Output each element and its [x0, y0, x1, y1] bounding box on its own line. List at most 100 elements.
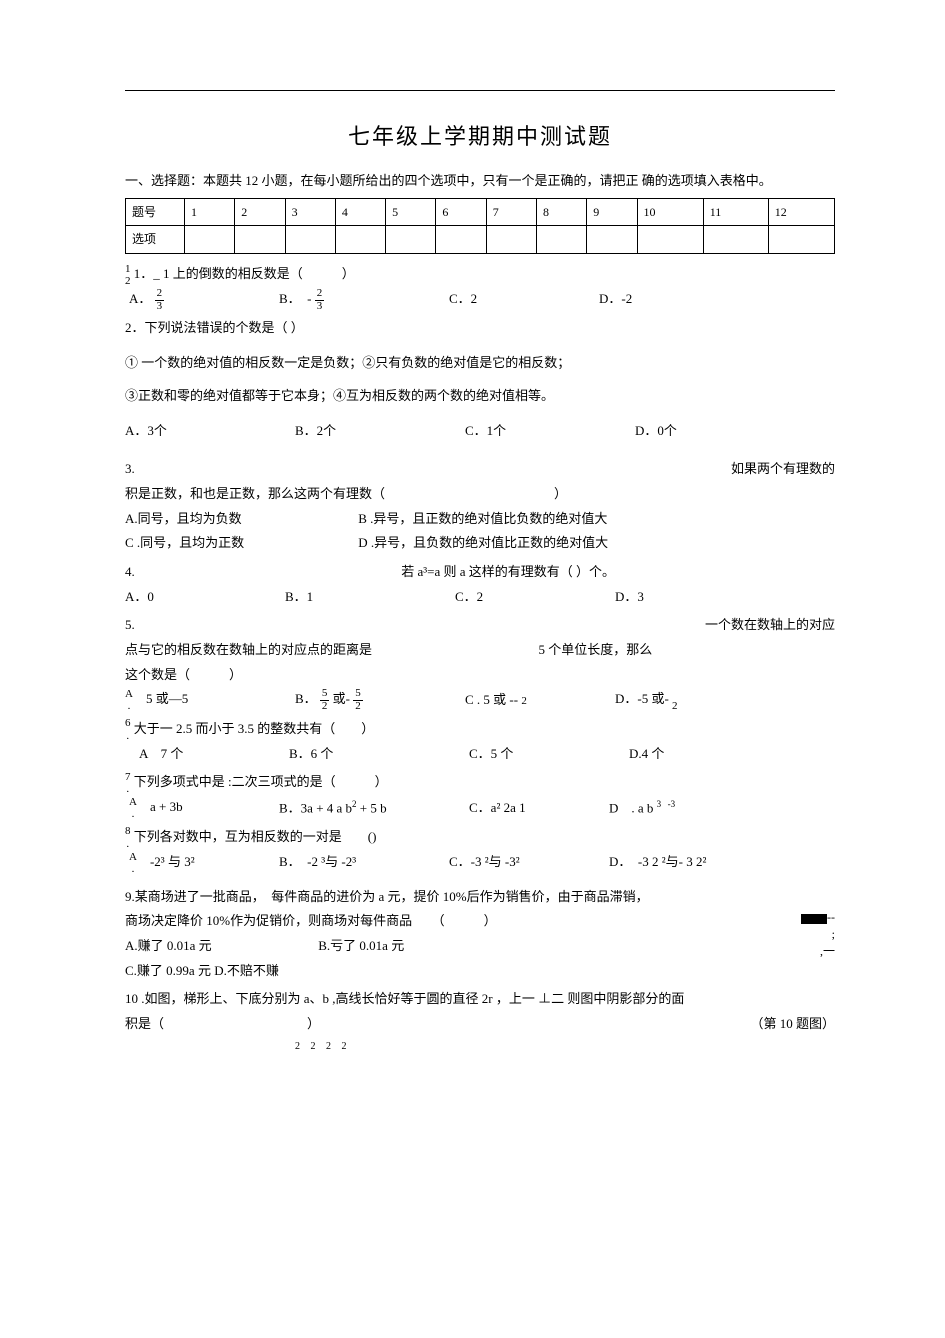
- q5-tail: 一个数在数轴上的对应: [705, 613, 835, 638]
- q9-row1: A.赚了 0.01a 元 B.亏了 0.01a 元: [125, 934, 835, 959]
- q7-d-pre: D . a b: [609, 800, 653, 815]
- grid-num: 11: [703, 198, 768, 226]
- top-rule: [125, 90, 835, 91]
- q6-options: A 7 个 B．6 个 C．5 个 D.4 个: [139, 742, 835, 767]
- q5-lead: 5.: [125, 617, 135, 632]
- q7-b-pre: B．3a + 4 a b: [279, 800, 352, 815]
- q5-opt-c: C . 5 或 -- 2: [465, 688, 615, 713]
- grid-cell: [703, 226, 768, 254]
- q7-text: 下列多项式中是 :二次三项式的是（ ）: [134, 774, 388, 789]
- grid-cell: [185, 226, 235, 254]
- q3-lead: 3.: [125, 461, 135, 476]
- q4: 4. 若 a³=a 则 a 这样的有理数有（ ）个。: [125, 560, 835, 585]
- q2-line1: ① 一个数的绝对值的相反数一定是负数；②只有负数的绝对值是它的相反数；: [125, 351, 835, 376]
- q5-line2: 这个数是（ ）: [125, 663, 835, 688]
- q8-a-text: -2³ 与 3²: [150, 854, 195, 869]
- q5-opt-b: B． 52 或- 52: [295, 687, 465, 712]
- grid-cell: [235, 226, 285, 254]
- q2-opt-c: C．1个: [465, 419, 635, 444]
- q10-row: 积是（ ） （第 10 题图）: [125, 1012, 835, 1037]
- grid-cell: [536, 226, 586, 254]
- frac-d: 3: [155, 301, 165, 313]
- q3: 3. 如果两个有理数的 积是正数，和也是正数，那么这两个有理数（ ）: [125, 457, 835, 506]
- q5-d-text: D．-5 或-: [615, 691, 669, 706]
- q5-b-pre: B．: [295, 691, 317, 706]
- q8: 8. 下列各对数中，互为相反数的一对是 (): [125, 825, 835, 850]
- q7-b-post: + 5 b: [357, 800, 387, 815]
- q7-lead: 7.: [125, 771, 131, 795]
- q1-options: A． 23 B． - 23 C．2 D．-2: [129, 287, 835, 312]
- q8-opt-d: D． -3 2 ²与- 3 2²: [609, 850, 706, 875]
- q9-line2: 商场决定降价 10%作为促销价，则商场对每件商品 （ ）: [125, 909, 835, 934]
- q5-c-text: C . 5 或 --: [465, 692, 518, 707]
- q4-opt-b: B．1: [285, 585, 455, 610]
- q7-opt-a: A. a + 3b: [129, 795, 279, 820]
- q7-a-text: a + 3b: [150, 799, 183, 814]
- q4-options: A．0 B．1 C．2 D．3: [125, 585, 835, 610]
- q3-row2: C .同号，且均为正数 D .异号，且负数的绝对值比正数的绝对值大: [125, 531, 835, 556]
- grid-num: 8: [536, 198, 586, 226]
- sup: -3: [668, 799, 676, 809]
- stack-bot: 2: [125, 275, 131, 287]
- q10-tiny: 2 2 2 2: [295, 1037, 835, 1056]
- q2-text: 2．下列说法错误的个数是（ ）: [125, 316, 835, 341]
- q1-opt-a: A． 23: [129, 287, 279, 312]
- q10-figure-fragment: -- ; ,一: [755, 909, 835, 959]
- q7: 7. 下列多项式中是 :二次三项式的是（ ）: [125, 770, 835, 795]
- q4-opt-c: C．2: [455, 585, 615, 610]
- q2-opt-b: B．2个: [295, 419, 465, 444]
- q2-opt-a: A．3个: [125, 419, 295, 444]
- grid-num: 2: [235, 198, 285, 226]
- q5-a-text: 5 或—5: [146, 691, 188, 706]
- q1-prefix-stack: 1 2: [125, 263, 131, 287]
- q3-opt-c: C .同号，且均为正数: [125, 531, 355, 556]
- section-intro: 一、选择题：本题共 12 小题，在每小题所给出的四个选项中，只有一个是正确的，请…: [125, 169, 835, 194]
- grid-cell: [768, 226, 834, 254]
- answer-grid: 题号 1 2 3 4 5 6 7 8 9 10 11 12 选项: [125, 198, 835, 255]
- q4-text: 若 a³=a 则 a 这样的有理数有（ ）个。: [401, 564, 615, 579]
- q9-opt-d: D.不赔不赚: [214, 959, 279, 984]
- q9-line1: 9.某商场进了一批商品， 每件商品的进价为 a 元，提价 10%后作为销售价，由…: [125, 885, 835, 910]
- q1-text: 1．_ 1 上的倒数的相反数是（ ）: [134, 266, 355, 281]
- grid-num: 3: [285, 198, 335, 226]
- grid-cell: [285, 226, 335, 254]
- q6-text: 大于一 2.5 而小于 3.5 的整数共有（ ）: [134, 721, 375, 736]
- fig-c: ,一: [820, 944, 835, 958]
- grid-num: 4: [335, 198, 385, 226]
- q8-text: 下列各对数中，互为相反数的一对是 (): [134, 829, 377, 844]
- sup: 3: [657, 799, 662, 809]
- q10-line2: 积是（ ）: [125, 1016, 320, 1031]
- q3-row1: A.同号，且均为负数 B .异号，且正数的绝对值比负数的绝对值大: [125, 507, 835, 532]
- q5-opt-a: A. 5 或—5: [125, 687, 295, 712]
- q4-lead: 4.: [125, 564, 135, 579]
- q3-opt-a: A.同号，且均为负数: [125, 507, 355, 532]
- grid-num: 12: [768, 198, 834, 226]
- q9-opt-b: B.亏了 0.01a 元: [318, 934, 404, 959]
- q3-opt-b: B .异号，且正数的绝对值比负数的绝对值大: [358, 507, 607, 532]
- q1-opt-c: C．2: [449, 287, 599, 312]
- q6-lead: 6.: [125, 717, 131, 741]
- grid-cell: [587, 226, 637, 254]
- q4-opt-d: D．3: [615, 585, 644, 610]
- grid-num: 6: [436, 198, 486, 226]
- q7-options: A. a + 3b B．3a + 4 a b2 + 5 b C．a² 2a 1 …: [129, 795, 835, 820]
- grid-num: 10: [637, 198, 703, 226]
- q7-opt-d: D . a b 3 -3: [609, 796, 675, 821]
- q5-b-mid: 或-: [333, 691, 350, 706]
- grid-label-num: 题号: [126, 198, 185, 226]
- grid-num: 7: [486, 198, 536, 226]
- stack-top: 1: [125, 263, 131, 275]
- q3-opt-d: D .异号，且负数的绝对值比正数的绝对值大: [358, 531, 608, 556]
- q9-opt-a: A.赚了 0.01a 元: [125, 934, 315, 959]
- q6-opt-d: D.4 个: [629, 742, 664, 767]
- stack-b: 2: [672, 700, 678, 712]
- grid-cell: [637, 226, 703, 254]
- q8-options: A. -2³ 与 3² B． -2 ³与 -2³ C．-3 ²与 -3² D． …: [129, 850, 835, 875]
- document-page: 七年级上学期期中测试题 一、选择题：本题共 12 小题，在每小题所给出的四个选项…: [0, 0, 945, 1116]
- q5-line1: 点与它的相反数在数轴上的对应点的距离是: [125, 642, 372, 657]
- q8-opt-a: A. -2³ 与 3²: [129, 850, 279, 875]
- grid-label-opt: 选项: [126, 226, 185, 254]
- q6-opt-c: C．5 个: [469, 742, 629, 767]
- q5-opt-d: D．-5 或- 2: [615, 687, 678, 712]
- q2-opt-d: D．0个: [635, 419, 677, 444]
